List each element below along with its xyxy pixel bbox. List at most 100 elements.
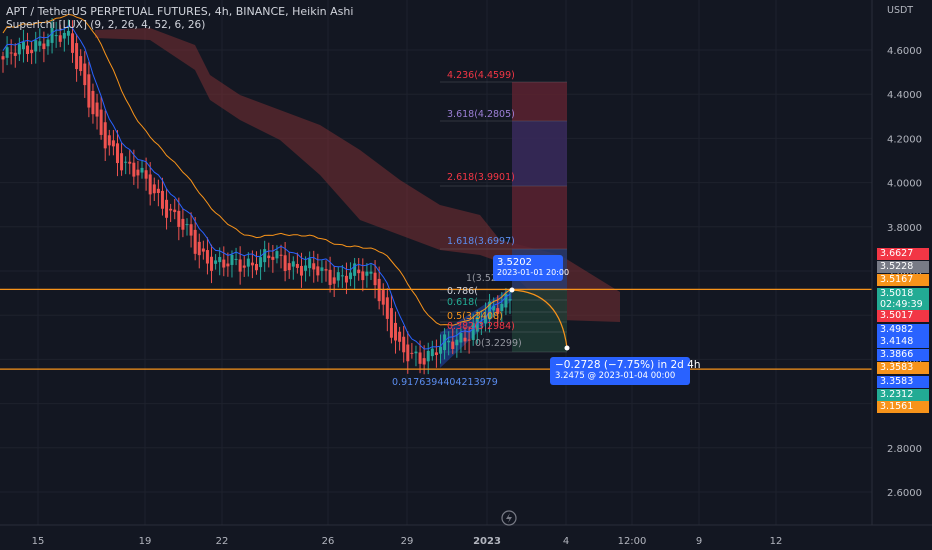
chart-grid — [0, 0, 872, 525]
price-tooltip: 3.5202 2023-01-01 20:00 — [493, 255, 569, 281]
price-label: 3.6627 — [877, 248, 929, 260]
time-tick: 12 — [770, 536, 783, 547]
candle — [406, 344, 410, 362]
fib-zone — [512, 290, 567, 352]
candle — [389, 308, 393, 338]
swing-low-label: 0.9176394404213979 — [392, 377, 498, 388]
price-tick: 4.4000 — [887, 90, 922, 101]
candle — [353, 263, 357, 276]
candle — [373, 272, 377, 286]
candle — [328, 269, 332, 285]
candle — [308, 258, 312, 269]
candle — [271, 256, 275, 260]
projection-detail: 3.2475 @ 2023-01-04 00:00 — [555, 371, 676, 381]
candle — [463, 337, 467, 342]
candle — [173, 209, 177, 213]
price-tick: 4.2000 — [887, 134, 922, 145]
candle — [214, 260, 218, 264]
price-label: 3.3583 — [877, 362, 929, 374]
candle — [361, 271, 365, 281]
candle — [83, 63, 87, 86]
candle — [218, 257, 222, 263]
candle — [443, 334, 447, 351]
projection-label: −0.2728 (−7.75%) in 2d 4h 3.2475 @ 2023-… — [550, 357, 701, 385]
candle — [430, 348, 434, 357]
candle — [496, 308, 500, 314]
projection-end — [564, 345, 570, 351]
candle — [58, 35, 62, 42]
candle — [205, 250, 209, 264]
candle — [238, 259, 242, 272]
time-tick: 19 — [139, 536, 152, 547]
candle — [189, 224, 193, 236]
candle — [62, 32, 66, 39]
projection-start — [509, 287, 515, 293]
time-tick: 29 — [401, 536, 414, 547]
candle — [418, 352, 422, 364]
candle — [169, 208, 173, 211]
candle — [197, 241, 201, 256]
fib-label: 4.236(4.4599) — [447, 70, 515, 81]
candle — [242, 265, 246, 268]
candle — [263, 249, 267, 263]
indicator-lines — [2, 13, 511, 350]
candle — [340, 275, 344, 277]
candle — [467, 339, 471, 341]
candle — [46, 39, 50, 47]
candle — [34, 40, 38, 52]
fib-zone — [512, 121, 567, 186]
tooltip-price: 3.5202 — [497, 257, 532, 268]
candle — [299, 265, 303, 276]
candle — [165, 199, 169, 218]
candle — [9, 52, 13, 54]
candle — [316, 266, 320, 276]
time-tick: 22 — [216, 536, 229, 547]
candle — [103, 122, 107, 149]
fib-label: 0.5(3.3408) — [447, 311, 503, 322]
candle — [234, 258, 238, 260]
projection-curve — [511, 289, 568, 349]
candle — [140, 167, 144, 173]
candle — [381, 290, 385, 305]
candle — [124, 161, 128, 163]
price-label: 3.1561 — [877, 401, 929, 413]
candle — [259, 257, 263, 268]
candle — [115, 143, 119, 164]
time-tick: 2023 — [473, 536, 501, 547]
candle — [434, 352, 438, 356]
candle — [304, 265, 308, 271]
price-tick: 4.0000 — [887, 179, 922, 190]
candle — [144, 170, 148, 179]
indicator-legend[interactable]: SuperIchi [LUX] (9, 2, 26, 4, 52, 6, 26) — [6, 19, 206, 31]
candle — [267, 255, 271, 259]
symbol-title[interactable]: APT / TetherUS PERPETUAL FUTURES, 4h, BI… — [6, 5, 354, 18]
candle — [111, 140, 115, 147]
price-label: 3.4982 — [877, 324, 929, 336]
time-tick: 9 — [696, 536, 702, 547]
candle — [152, 184, 156, 194]
fib-label: 1(3.52 — [466, 273, 497, 284]
horizontal-levels — [0, 288, 872, 370]
candle — [369, 271, 373, 274]
candle — [148, 174, 152, 195]
price-tick: 2.6000 — [887, 488, 922, 499]
price-label: 3.5228 — [877, 261, 929, 273]
fib-label: 0.786( — [447, 286, 478, 297]
candle — [177, 210, 181, 227]
candle — [422, 358, 426, 365]
candle — [21, 41, 25, 50]
fib-label: 0(3.2299) — [475, 338, 522, 349]
replay-icon[interactable] — [501, 510, 517, 526]
candle — [295, 263, 299, 268]
candle — [128, 161, 132, 164]
fib-label: 1.618(3.6997) — [447, 236, 515, 247]
candle — [71, 33, 75, 53]
tenkan-line — [2, 25, 511, 350]
candle — [66, 30, 70, 36]
candle — [38, 41, 42, 46]
price-label: 3.4148 — [877, 336, 929, 348]
candle — [201, 248, 205, 252]
candle — [226, 263, 230, 267]
fib-zone — [512, 186, 567, 249]
